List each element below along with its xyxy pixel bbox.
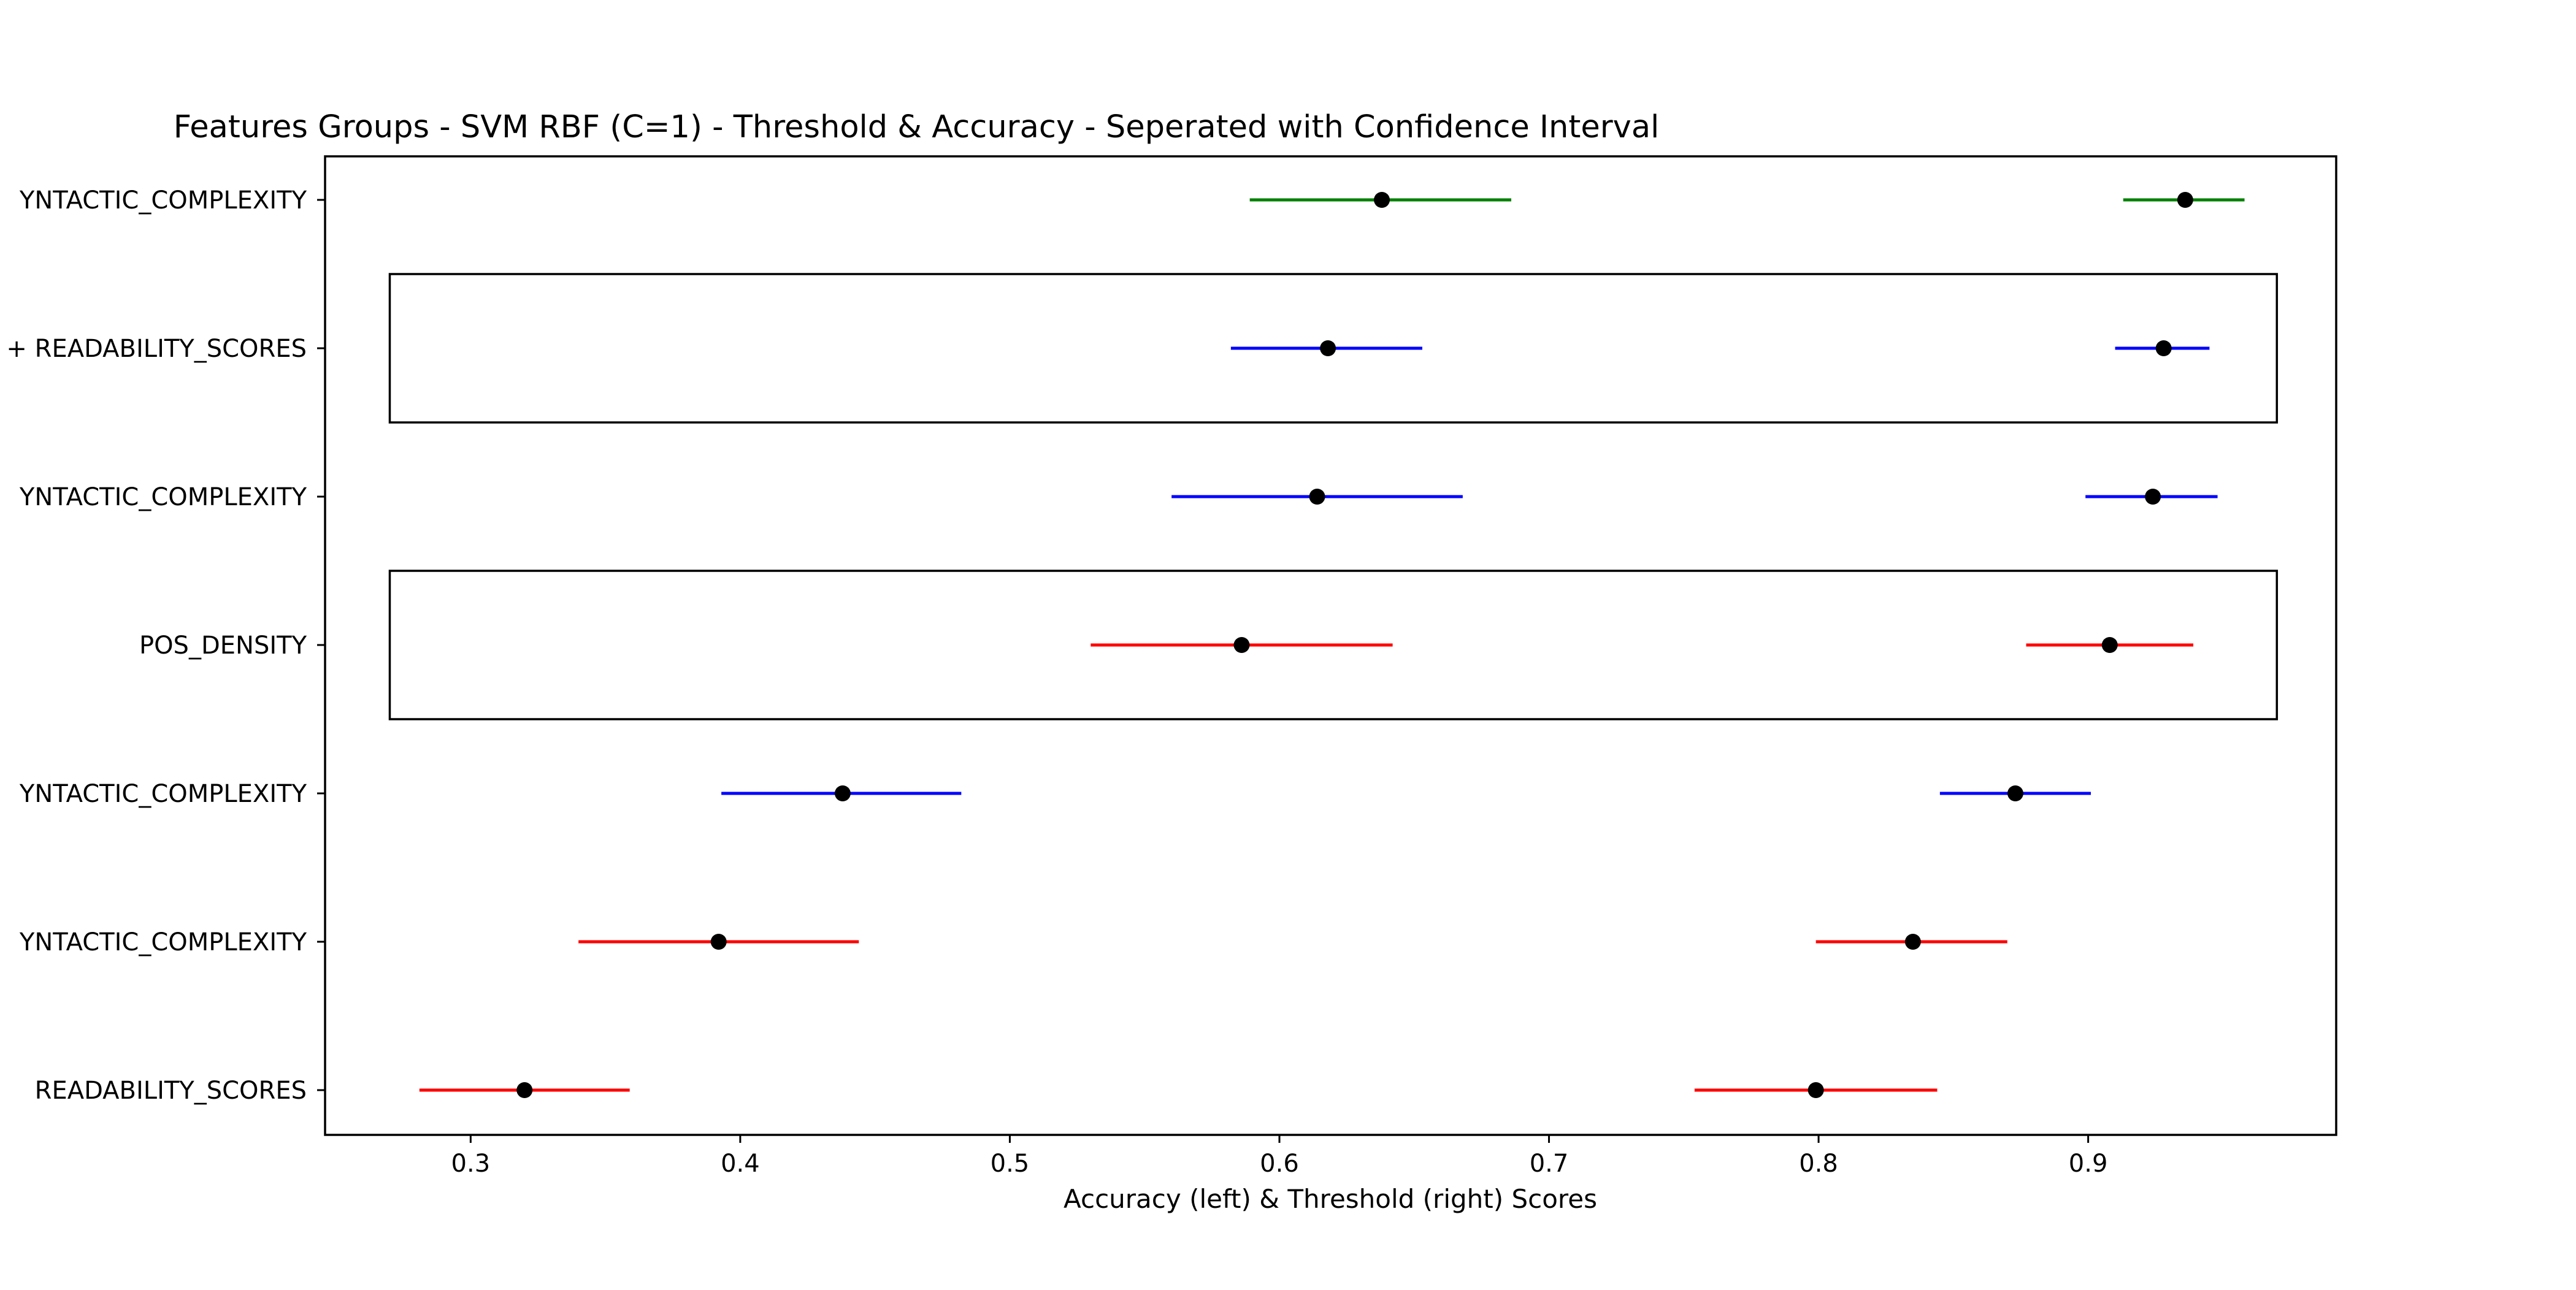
y-tick-label: YNTACTIC_COMPLEXITY	[19, 483, 307, 511]
highlight-boxes	[388, 273, 2279, 720]
y-axis: YNTACTIC_COMPLEXITY + READABILITY_SCORES Y…	[6, 186, 325, 1105]
threshold-point	[2177, 192, 2193, 208]
threshold-point	[2155, 340, 2172, 356]
x-tick-label: 0.4	[721, 1150, 760, 1178]
x-tick-label: 0.8	[1799, 1150, 1838, 1178]
x-tick-label: 0.5	[991, 1150, 1030, 1178]
highlight-box	[388, 570, 2279, 720]
y-tick-label: YNTACTIC_COMPLEXITY	[19, 186, 307, 215]
accuracy-point	[516, 1082, 533, 1098]
chart-title: Features Groups - SVM RBF (C=1) - Thresh…	[174, 109, 1660, 145]
accuracy-point	[1233, 637, 1250, 653]
y-tick-label: READABILITY_SCORES	[35, 1077, 307, 1105]
highlight-box	[388, 273, 2279, 424]
accuracy-point	[1320, 340, 1336, 356]
y-tick-label: + READABILITY_SCORES	[6, 335, 307, 363]
y-tick-label: POS_DENSITY	[139, 632, 307, 660]
x-tick-label: 0.6	[1260, 1150, 1299, 1178]
x-axis: 0.3 0.4 0.5 0.6 0.7 0.8 0.9	[451, 1135, 2108, 1178]
accuracy-point	[710, 934, 727, 950]
threshold-point	[2007, 785, 2023, 801]
threshold-point	[2101, 637, 2118, 653]
y-tick-label: YNTACTIC_COMPLEXITY	[19, 780, 307, 808]
x-tick-label: 0.9	[2069, 1150, 2108, 1178]
data-series	[419, 192, 2245, 1098]
threshold-point	[1904, 934, 1921, 950]
accuracy-point	[834, 785, 851, 801]
x-tick-label: 0.3	[451, 1150, 491, 1178]
threshold-point	[1807, 1082, 1824, 1098]
threshold-point	[2145, 489, 2161, 505]
accuracy-point	[1309, 489, 1325, 505]
x-axis-label: Accuracy (left) & Threshold (right) Scor…	[1064, 1184, 1597, 1214]
y-tick-label: YNTACTIC_COMPLEXITY	[19, 928, 307, 956]
accuracy-point	[1374, 192, 1390, 208]
x-tick-label: 0.7	[1530, 1150, 1569, 1178]
